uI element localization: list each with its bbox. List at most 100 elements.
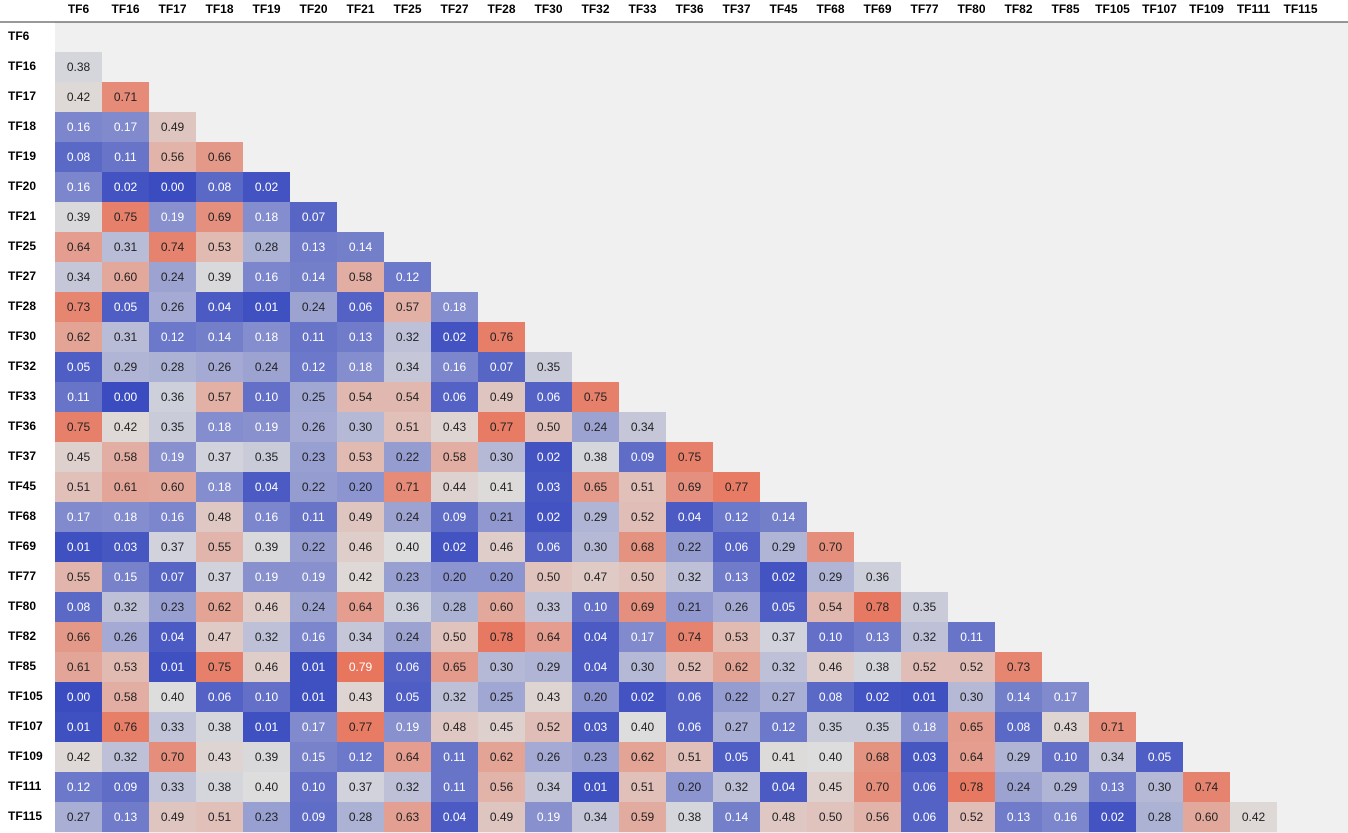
heatmap-cell xyxy=(102,232,149,262)
cell-value-label: 0.69 xyxy=(678,480,702,494)
heatmap-cell xyxy=(525,592,572,622)
cell-value-label: 0.53 xyxy=(114,660,138,674)
heatmap-cell xyxy=(384,292,431,322)
column-label: TF69 xyxy=(863,2,891,16)
heatmap-cell xyxy=(384,352,431,382)
cell-value-label: 0.45 xyxy=(490,720,514,734)
cell-value-label: 0.54 xyxy=(396,390,420,404)
column-label: TF18 xyxy=(205,2,233,16)
cell-value-label: 0.52 xyxy=(960,810,984,824)
column-label: TF20 xyxy=(299,2,327,16)
cell-value-label: 0.06 xyxy=(913,810,937,824)
heatmap-cell xyxy=(243,772,290,802)
cell-value-label: 0.05 xyxy=(772,600,796,614)
heatmap-cell xyxy=(478,412,525,442)
heatmap-cell xyxy=(55,202,102,232)
heatmap-cell xyxy=(102,262,149,292)
heatmap-cell xyxy=(619,772,666,802)
heatmap-cell xyxy=(290,652,337,682)
heatmap-cell xyxy=(384,442,431,472)
cell-value-label: 0.30 xyxy=(631,660,655,674)
cell-value-label: 0.04 xyxy=(161,630,185,644)
cell-value-label: 0.16 xyxy=(255,510,279,524)
cell-value-label: 0.51 xyxy=(208,810,232,824)
heatmap-cell xyxy=(807,742,854,772)
heatmap-cell xyxy=(525,562,572,592)
cell-value-label: 0.22 xyxy=(678,540,702,554)
heatmap-cell xyxy=(196,622,243,652)
cell-value-label: 0.43 xyxy=(537,690,561,704)
heatmap-cell xyxy=(431,742,478,772)
heatmap-cell xyxy=(854,742,901,772)
heatmap-cell xyxy=(290,682,337,712)
cell-value-label: 0.47 xyxy=(584,570,608,584)
cell-value-label: 0.29 xyxy=(1054,780,1078,794)
heatmap-cell xyxy=(854,622,901,652)
column-label: TF33 xyxy=(628,2,656,16)
cell-value-label: 0.12 xyxy=(772,720,796,734)
cell-value-label: 0.04 xyxy=(443,810,467,824)
heatmap-cell xyxy=(55,772,102,802)
heatmap-cell xyxy=(102,502,149,532)
cell-value-label: 0.18 xyxy=(208,420,232,434)
cell-value-label: 0.52 xyxy=(537,720,561,734)
cell-value-label: 0.03 xyxy=(584,720,608,734)
cell-value-label: 0.29 xyxy=(819,570,843,584)
heatmap-cell xyxy=(478,472,525,502)
row-label: TF105 xyxy=(8,689,43,703)
cell-value-label: 0.39 xyxy=(67,210,91,224)
row-label: TF19 xyxy=(8,149,36,163)
cell-value-label: 0.62 xyxy=(67,330,91,344)
cell-value-label: 0.68 xyxy=(866,750,890,764)
column-label: TF25 xyxy=(393,2,421,16)
heatmap-cell xyxy=(666,742,713,772)
cell-value-label: 0.17 xyxy=(114,120,138,134)
cell-value-label: 0.42 xyxy=(1242,810,1266,824)
cell-value-label: 0.06 xyxy=(678,720,702,734)
cell-value-label: 0.48 xyxy=(208,510,232,524)
heatmap-cell xyxy=(478,712,525,742)
heatmap-cell xyxy=(196,322,243,352)
cell-value-label: 0.32 xyxy=(114,750,138,764)
heatmap-cell xyxy=(337,622,384,652)
cell-value-label: 0.23 xyxy=(255,810,279,824)
heatmap-cell xyxy=(337,412,384,442)
heatmap-cell xyxy=(149,562,196,592)
cell-value-label: 0.20 xyxy=(443,570,467,584)
cell-value-label: 0.08 xyxy=(819,690,843,704)
heatmap-cell xyxy=(478,442,525,472)
heatmap-cell xyxy=(290,592,337,622)
cell-value-label: 0.38 xyxy=(866,660,890,674)
cell-value-label: 0.43 xyxy=(443,420,467,434)
heatmap-cell xyxy=(713,802,760,832)
cell-value-label: 0.13 xyxy=(725,570,749,584)
heatmap-cell xyxy=(55,532,102,562)
cell-value-label: 0.06 xyxy=(537,390,561,404)
row-label: TF82 xyxy=(8,629,36,643)
heatmap-cell xyxy=(337,712,384,742)
row-label: TF69 xyxy=(8,539,36,553)
cell-value-label: 0.16 xyxy=(255,270,279,284)
cell-value-label: 0.52 xyxy=(631,510,655,524)
cell-value-label: 0.48 xyxy=(772,810,796,824)
cell-value-label: 0.28 xyxy=(161,360,185,374)
cell-value-label: 0.01 xyxy=(255,720,279,734)
cell-value-label: 0.42 xyxy=(114,420,138,434)
cell-value-label: 0.18 xyxy=(208,480,232,494)
column-label: TF21 xyxy=(346,2,374,16)
heatmap-cell xyxy=(619,742,666,772)
heatmap-cell xyxy=(102,562,149,592)
cell-value-label: 0.04 xyxy=(584,630,608,644)
cell-value-label: 0.07 xyxy=(161,570,185,584)
row-label: TF6 xyxy=(8,29,30,43)
cell-value-label: 0.11 xyxy=(443,780,466,794)
heatmap-cell xyxy=(901,682,948,712)
cell-value-label: 0.16 xyxy=(302,630,326,644)
cell-value-label: 0.42 xyxy=(67,90,91,104)
heatmap-cell xyxy=(807,802,854,832)
heatmap-cell xyxy=(149,262,196,292)
cell-value-label: 0.75 xyxy=(678,450,702,464)
heatmap-cell xyxy=(243,622,290,652)
heatmap-cell xyxy=(431,322,478,352)
heatmap-cell xyxy=(760,622,807,652)
